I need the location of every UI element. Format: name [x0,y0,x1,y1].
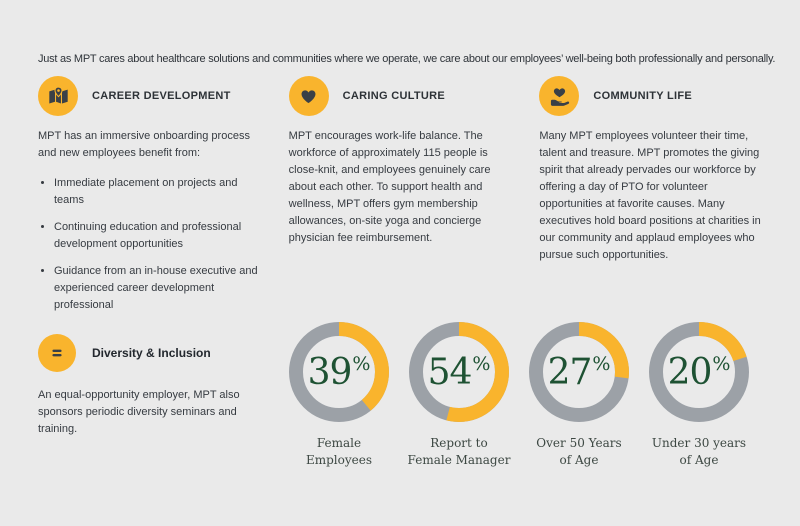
column-title: CARING CULTURE [342,90,446,102]
donut-ring [409,322,509,422]
donut-value: 39% [307,351,371,393]
intro-text: Just as MPT cares about healthcare solut… [38,53,776,65]
bullet-item: Immediate placement on projects and team… [54,175,263,209]
benefit-columns: CAREER DEVELOPMENT MPT has an immersive … [38,76,764,324]
column-body: MPT has an immersive onboarding process … [38,128,263,314]
donut-female-employees: 39% Female Employees [289,322,389,469]
donut-ring [649,322,749,422]
column-community-life: COMMUNITY LIFE Many MPT employees volunt… [539,76,764,324]
column-header: COMMUNITY LIFE [539,76,764,116]
donut-report-to-female-manager: 54% Report to Female Manager [408,322,510,469]
column-title: CAREER DEVELOPMENT [92,90,231,102]
bullet-list: Immediate placement on projects and team… [38,175,263,314]
equals-icon [38,334,76,372]
donut-value: 20% [667,351,731,393]
column-header: CARING CULTURE [288,76,514,116]
column-caring-culture: CARING CULTURE MPT encourages work-life … [288,76,514,324]
bullet-item: Continuing education and professional de… [54,219,263,253]
map-marked-icon [38,76,78,116]
diversity-title: Diversity & Inclusion [92,346,211,360]
donut-caption: Over 50 Years of Age [536,436,622,467]
column-lead: MPT has an immersive onboarding process … [38,130,250,159]
percent-sign: % [712,353,731,375]
column-header: CAREER DEVELOPMENT [38,76,263,116]
column-paragraph: MPT encourages work-life balance. The wo… [288,130,491,244]
donut-value: 54% [427,351,491,393]
column-body: Many MPT employees volunteer their time,… [539,128,764,264]
column-paragraph: Many MPT employees volunteer their time,… [539,130,761,261]
donut-caption: Under 30 years of Age [651,436,747,467]
hand-holding-heart-icon [539,76,580,116]
donut-ring [529,322,629,422]
column-body: MPT encourages work-life balance. The wo… [289,128,514,247]
percent-sign: % [592,353,611,375]
diversity-inclusion-section: Diversity & Inclusion An equal-opportuni… [38,334,278,438]
heart-icon [288,76,329,116]
donut-caption: Report to Female Manager [407,436,511,467]
column-career-development: CAREER DEVELOPMENT MPT has an immersive … [38,76,263,324]
percent-sign: % [352,353,371,375]
column-title: COMMUNITY LIFE [593,90,693,102]
donut-charts: 39% Female Employees 54% Report to Femal… [289,322,749,469]
diversity-header: Diversity & Inclusion [38,334,278,372]
diversity-body: An equal-opportunity employer, MPT also … [38,389,240,435]
donut-ring [289,322,389,422]
donut-caption: Female Employees [305,436,373,467]
percent-sign: % [472,353,491,375]
bullet-item: Guidance from an in-house executive and … [54,263,263,314]
donut-value: 27% [547,351,611,393]
donut-over-50: 27% Over 50 Years of Age [529,322,629,469]
donut-under-30: 20% Under 30 years of Age [649,322,749,469]
